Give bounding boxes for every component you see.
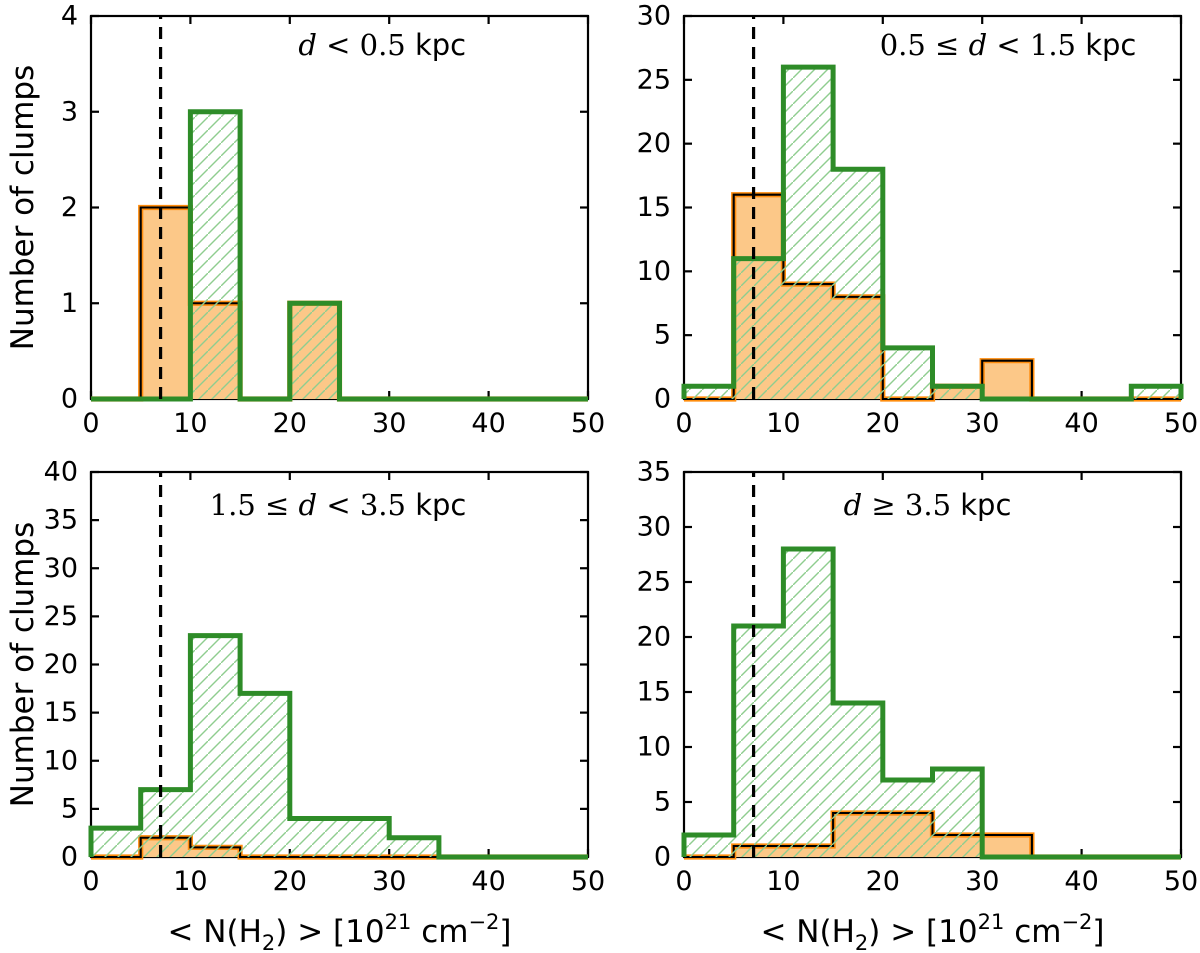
y-tick-label: 0 [654,384,671,415]
y-tick-label: 20 [44,649,78,680]
y-tick-label: 20 [637,622,671,653]
y-tick-label: 35 [637,457,671,488]
y-tick-label: 30 [637,1,671,32]
x-tick-label: 20 [866,866,900,897]
y-tick-label: 0 [61,842,78,873]
x-tick-label: 0 [675,408,692,439]
x-tick-label: 0 [675,866,692,897]
y-tick-label: 30 [637,512,671,543]
x-tick-label: 50 [571,866,605,897]
y-tick-label: 3 [61,96,78,127]
panel-title: d < 0.5 kpc [298,28,466,62]
x-tick-label: 30 [965,408,999,439]
green-hatched-histogram [88,633,588,860]
panel-title: d ≥ 3.5 kpc [844,488,1012,522]
panel-title: 1.5 ≤ d < 3.5 kpc [210,488,467,522]
panel-bottom-left: 0 10 20 30 40 50 0 5 10 15 20 25 30 35 40 1.5 ≤ d < 3.5… [5,457,605,953]
x-tick-label: 50 [1164,866,1198,897]
y-tick-label: 4 [61,1,78,32]
green-hatched-histogram [681,64,1184,402]
y-tick-label: 15 [637,677,671,708]
x-tick-label: 50 [571,408,605,439]
x-tick-label: 30 [372,866,406,897]
y-tick-label: 0 [61,384,78,415]
y-tick-label: 40 [44,457,78,488]
panel-top-left: 0 10 20 30 40 50 0 1 2 3 4 d < 0.5 kpc Number of clu… [5,1,605,440]
x-tick-label: 50 [1164,408,1198,439]
y-tick-label: 20 [637,128,671,159]
green-hatched-histogram [91,109,588,402]
x-tick-label: 10 [173,866,207,897]
x-tick-label: 40 [471,408,505,439]
x-tick-label: 30 [372,408,406,439]
x-tick-label: 10 [766,866,800,897]
panel-title: 0.5 ≤ d < 1.5 kpc [880,28,1137,62]
panel-top-right: 0 10 20 30 40 50 0 5 10 15 20 25 30 0.5 ≤ d < 1.5 kpc [637,1,1199,440]
y-tick-label: 2 [61,192,78,223]
y-tick-label: 10 [637,732,671,763]
x-tick-label: 30 [965,866,999,897]
y-tick-label: 25 [44,601,78,632]
panel-bottom-right: 0 10 20 30 40 50 0 5 10 15 20 25 30 35 d ≥ 3.5 kpc < N(… [637,457,1199,953]
y-tick-label: 5 [654,320,671,351]
y-tick-label: 5 [61,793,78,824]
x-tick-label: 20 [273,866,307,897]
y-tick-label: 15 [44,697,78,728]
y-tick-label: 15 [637,192,671,223]
x-tick-label: 40 [471,866,505,897]
x-tick-label: 20 [273,408,307,439]
x-tick-label: 40 [1064,408,1098,439]
x-tick-label: 40 [1064,866,1098,897]
y-axis-label: Number of clumps [5,522,41,807]
y-tick-label: 5 [654,787,671,818]
y-tick-label: 10 [44,745,78,776]
x-tick-label: 10 [173,408,207,439]
x-axis-label: < N(H2) > [1021 cm−2] [760,910,1104,953]
y-tick-label: 30 [44,553,78,584]
y-tick-label: 1 [61,288,78,319]
y-tick-label: 35 [44,505,78,536]
y-axis-label: Number of clumps [5,65,41,350]
y-tick-label: 25 [637,567,671,598]
x-tick-label: 0 [82,408,99,439]
x-axis-label: < N(H2) > [1021 cm−2] [167,910,511,953]
x-tick-label: 0 [82,866,99,897]
y-tick-label: 25 [637,64,671,95]
y-tick-label: 10 [637,256,671,287]
green-hatched-histogram [681,546,1181,860]
y-tick-label: 0 [654,842,671,873]
x-tick-label: 20 [866,408,900,439]
x-tick-label: 10 [766,408,800,439]
